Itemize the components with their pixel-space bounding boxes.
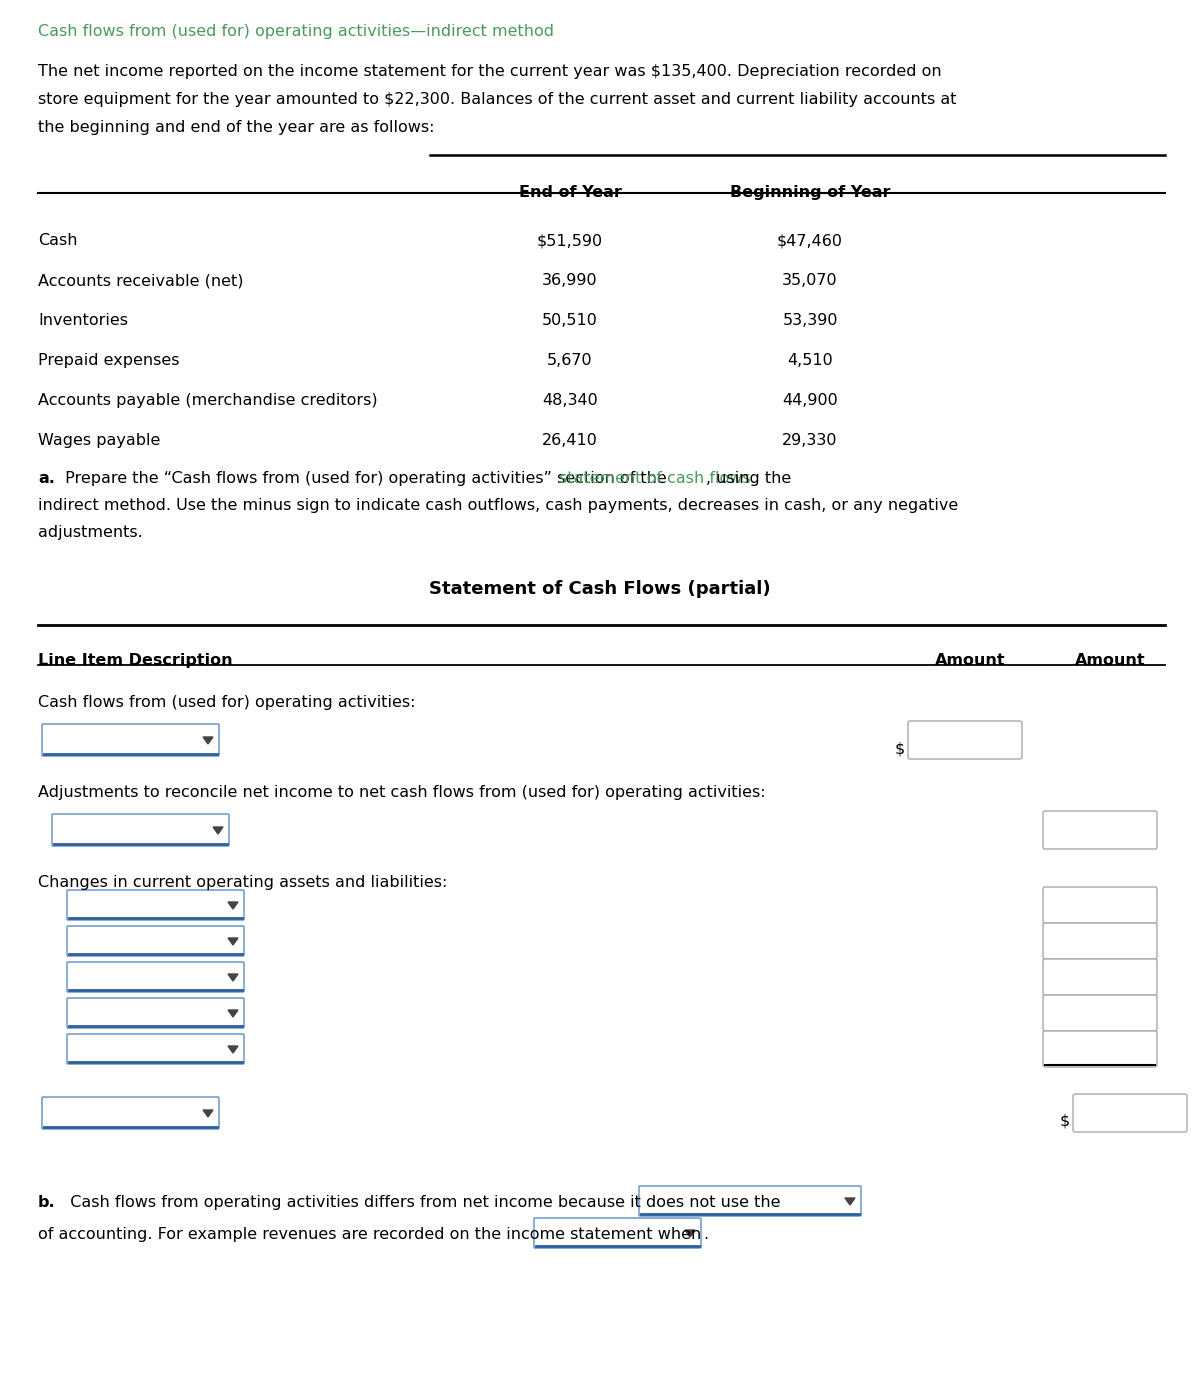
Text: 26,410: 26,410 [542,434,598,448]
FancyBboxPatch shape [67,997,244,1028]
FancyBboxPatch shape [67,963,244,992]
FancyBboxPatch shape [1073,1094,1187,1132]
Text: of accounting. For example revenues are recorded on the income statement when: of accounting. For example revenues are … [38,1227,707,1242]
Text: Statement of Cash Flows (partial): Statement of Cash Flows (partial) [430,581,770,597]
Polygon shape [228,937,238,944]
Text: Beginning of Year: Beginning of Year [730,185,890,200]
Text: 48,340: 48,340 [542,393,598,409]
Text: Wages payable: Wages payable [38,434,161,448]
Text: , using the: , using the [707,471,792,485]
Polygon shape [214,827,223,834]
FancyBboxPatch shape [640,1186,862,1216]
FancyBboxPatch shape [67,1034,244,1065]
Text: 35,070: 35,070 [782,273,838,288]
Polygon shape [845,1198,854,1205]
Text: Prepaid expenses: Prepaid expenses [38,353,180,368]
Text: Amount: Amount [1075,653,1145,667]
FancyBboxPatch shape [1043,1031,1157,1067]
Text: Cash flows from (used for) operating activities:: Cash flows from (used for) operating act… [38,695,415,711]
Polygon shape [228,902,238,909]
Text: Accounts payable (merchandise creditors): Accounts payable (merchandise creditors) [38,393,378,409]
Text: a.: a. [38,471,55,485]
Polygon shape [228,974,238,981]
Polygon shape [228,1010,238,1017]
Text: Cash: Cash [38,234,78,248]
FancyBboxPatch shape [42,725,220,755]
Text: 50,510: 50,510 [542,313,598,327]
Text: $: $ [1060,1114,1070,1129]
Text: End of Year: End of Year [518,185,622,200]
Text: 4,510: 4,510 [787,353,833,368]
Text: Accounts receivable (net): Accounts receivable (net) [38,273,244,288]
Text: Cash flows from (used for) operating activities—indirect method: Cash flows from (used for) operating act… [38,24,554,39]
Text: Inventories: Inventories [38,313,128,327]
Text: $: $ [895,741,905,755]
Text: Line Item Description: Line Item Description [38,653,233,667]
Text: 5,670: 5,670 [547,353,593,368]
Text: $47,460: $47,460 [778,234,842,248]
Text: $51,590: $51,590 [536,234,604,248]
FancyBboxPatch shape [1043,887,1157,923]
Text: The net income reported on the income statement for the current year was $135,40: The net income reported on the income st… [38,64,942,78]
Text: .: . [703,1227,708,1242]
Text: adjustments.: adjustments. [38,525,143,540]
Text: Amount: Amount [935,653,1006,667]
FancyBboxPatch shape [534,1219,701,1248]
Text: statement of cash flows: statement of cash flows [559,471,751,485]
FancyBboxPatch shape [908,720,1022,760]
FancyBboxPatch shape [67,926,244,956]
Text: b.: b. [38,1195,55,1210]
FancyBboxPatch shape [52,814,229,846]
Text: 36,990: 36,990 [542,273,598,288]
Text: indirect method. Use the minus sign to indicate cash outflows, cash payments, de: indirect method. Use the minus sign to i… [38,498,959,513]
FancyBboxPatch shape [1043,958,1157,995]
Text: store equipment for the year amounted to $22,300. Balances of the current asset : store equipment for the year amounted to… [38,92,956,106]
Text: 53,390: 53,390 [782,313,838,327]
Text: Adjustments to reconcile net income to net cash flows from (used for) operating : Adjustments to reconcile net income to n… [38,785,766,800]
Polygon shape [685,1230,695,1237]
FancyBboxPatch shape [42,1097,220,1129]
Text: Prepare the “Cash flows from (used for) operating activities” section of the: Prepare the “Cash flows from (used for) … [60,471,672,485]
FancyBboxPatch shape [1043,995,1157,1031]
Text: the beginning and end of the year are as follows:: the beginning and end of the year are as… [38,120,434,134]
Text: 29,330: 29,330 [782,434,838,448]
Polygon shape [203,1109,214,1116]
FancyBboxPatch shape [1043,811,1157,849]
Polygon shape [228,1046,238,1053]
FancyBboxPatch shape [67,890,244,921]
Text: Cash flows from operating activities differs from net income because it does not: Cash flows from operating activities dif… [60,1195,786,1210]
Text: Changes in current operating assets and liabilities:: Changes in current operating assets and … [38,874,448,890]
Text: 44,900: 44,900 [782,393,838,409]
Polygon shape [203,737,214,744]
FancyBboxPatch shape [1043,923,1157,958]
